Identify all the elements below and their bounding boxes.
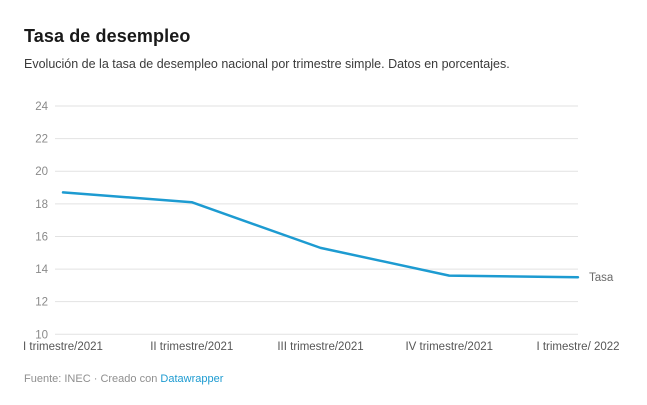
chart-footer: Fuente: INEC · Creado con Datawrapper	[24, 373, 223, 385]
y-tick-label: 22	[35, 134, 48, 146]
y-tick-label: 24	[35, 101, 48, 113]
series-label: Tasa	[589, 272, 614, 284]
source-name: INEC	[64, 373, 91, 385]
source-prefix: Fuente:	[24, 373, 62, 385]
credit-text: Creado con	[100, 373, 158, 385]
chart-title: Tasa de desempleo	[24, 26, 191, 46]
y-tick-label: 10	[35, 329, 48, 341]
y-tick-label: 14	[35, 264, 48, 276]
x-tick-label: III trimestre/2021	[277, 341, 363, 353]
y-tick-label: 16	[35, 231, 48, 243]
footer-separator: ·	[93, 373, 98, 385]
y-tick-label: 20	[35, 166, 48, 178]
datawrapper-link[interactable]: Datawrapper	[160, 373, 224, 385]
x-tick-label: II trimestre/2021	[150, 341, 233, 353]
x-tick-label: I trimestre/ 2022	[536, 341, 619, 353]
x-tick-label: IV trimestre/2021	[405, 341, 493, 353]
series-line-tasa	[61, 191, 580, 279]
x-tick-label: I trimestre/2021	[23, 341, 103, 353]
chart-area: 24 22 20 18 16 14 12 10 I trimestre/2021 II trime…	[0, 96, 647, 366]
y-tick-label: 12	[35, 297, 48, 309]
y-tick-label: 18	[35, 199, 48, 211]
chart-subtitle: Evolución de la tasa de desempleo nacion…	[24, 57, 510, 71]
line-chart: 24 22 20 18 16 14 12 10I trimestre/2021 II trime…	[23, 101, 620, 353]
